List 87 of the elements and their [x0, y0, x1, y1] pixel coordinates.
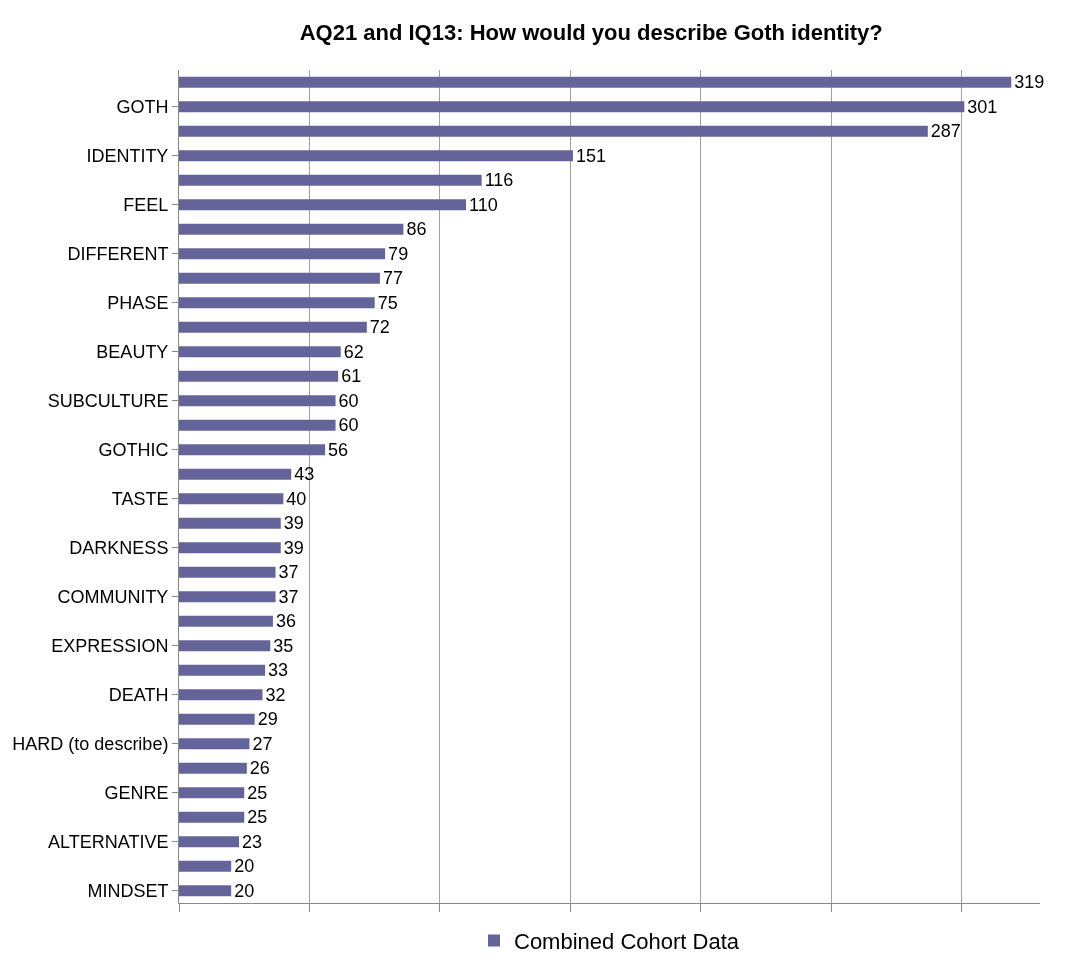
data-label: 37: [278, 586, 299, 607]
bar: [179, 811, 245, 823]
bar: [179, 76, 1012, 88]
data-label: 79: [388, 243, 409, 264]
bar: [179, 346, 341, 358]
bar: [179, 664, 266, 676]
bar: [179, 223, 404, 235]
bar: [179, 836, 240, 848]
y-tick-label: EXPRESSION: [51, 636, 169, 657]
data-label: 77: [382, 268, 403, 289]
bar: [179, 272, 380, 284]
data-label: 32: [265, 684, 286, 705]
y-tick-label: DEATH: [108, 685, 169, 706]
bar: [179, 640, 271, 652]
y-tick-label: COMMUNITY: [57, 587, 169, 608]
bar: [179, 738, 250, 750]
bar: [179, 591, 276, 603]
data-label: 60: [338, 390, 359, 411]
bar: [179, 713, 255, 725]
y-tick-label: ALTERNATIVE: [48, 832, 169, 853]
bar: [179, 615, 273, 627]
bar: [179, 566, 276, 578]
data-label: 43: [294, 464, 315, 485]
data-label: 27: [252, 733, 273, 754]
data-label: 75: [377, 292, 398, 313]
data-label: 37: [278, 562, 299, 583]
data-label: 40: [286, 488, 307, 509]
y-tick-label: TASTE: [111, 489, 169, 510]
data-label: 61: [341, 366, 362, 387]
y-tick-label: FEEL: [123, 195, 169, 216]
bar: [179, 101, 965, 113]
data-label: 72: [369, 317, 390, 338]
data-label: 86: [406, 219, 427, 240]
data-label: 60: [338, 415, 359, 436]
y-tick-label: DARKNESS: [69, 538, 169, 559]
bar: [179, 468, 292, 480]
bar: [179, 297, 375, 309]
data-label: 20: [234, 880, 255, 901]
data-label: 33: [268, 660, 289, 681]
bar: [179, 517, 281, 529]
bar: [179, 885, 232, 897]
data-label: 39: [283, 513, 304, 534]
data-label: 301: [967, 96, 998, 117]
chart-title: AQ21 and IQ13: How would you describe Goth identity?: [299, 19, 883, 45]
data-label: 20: [234, 856, 255, 877]
data-label: 287: [930, 121, 961, 142]
bar: [179, 395, 336, 407]
y-tick-label: PHASE: [107, 293, 169, 314]
y-tick-label: IDENTITY: [86, 146, 169, 167]
bar: [179, 787, 245, 799]
bar: [179, 689, 263, 701]
bar: [179, 444, 326, 456]
bar: [179, 199, 466, 211]
y-tick-label: GENRE: [104, 783, 169, 804]
bar: [179, 174, 482, 186]
bar: [179, 762, 247, 774]
bar: [179, 860, 232, 872]
bar: [179, 150, 573, 162]
y-tick-label: HARD (to describe): [12, 734, 169, 755]
y-tick-label: BEAUTY: [96, 342, 169, 363]
y-tick-label: GOTHIC: [98, 440, 169, 461]
data-label: 56: [328, 439, 349, 460]
bar: [179, 493, 284, 505]
y-tick-label: GOTH: [116, 97, 169, 118]
bar: [179, 248, 386, 260]
data-label: 25: [247, 782, 268, 803]
data-label: 36: [275, 611, 296, 632]
data-label: 39: [283, 537, 304, 558]
bar: [179, 321, 367, 333]
data-label: 151: [575, 145, 607, 166]
bar: [179, 542, 281, 554]
y-tick-label: DIFFERENT: [67, 244, 169, 265]
data-label: 110: [469, 194, 498, 215]
data-label: 23: [242, 831, 263, 852]
data-label: 25: [247, 807, 268, 828]
y-tick-label: MINDSET: [87, 881, 169, 902]
y-tick-label: SUBCULTURE: [47, 391, 169, 412]
data-label: 116: [484, 170, 514, 191]
data-label: 62: [343, 341, 364, 362]
bar: [179, 370, 339, 382]
data-label: 319: [1014, 72, 1045, 93]
bar: [179, 125, 928, 137]
legend-label: Combined Cohort Data: [514, 929, 740, 955]
data-label: 29: [257, 709, 278, 730]
data-label: 26: [249, 758, 270, 779]
bar: [179, 419, 336, 431]
data-label: 35: [273, 635, 294, 656]
